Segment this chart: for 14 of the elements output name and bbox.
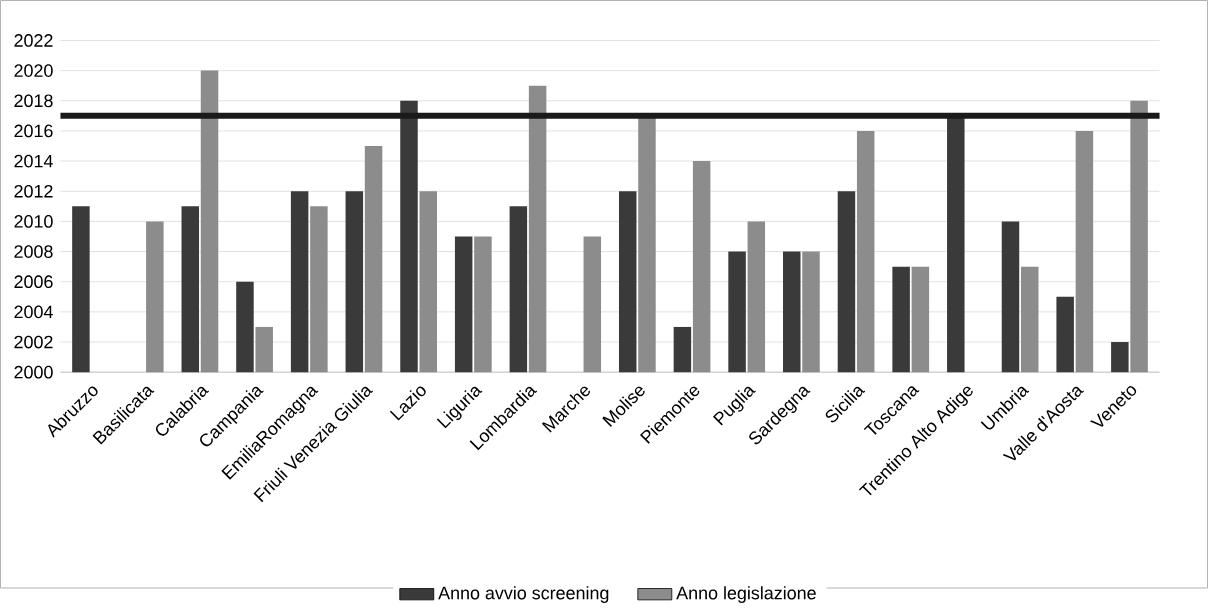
y-tick-label: 2010 [14, 214, 53, 228]
legend-label: Anno avvio screening [438, 586, 609, 603]
legend-label: Anno legislazione [676, 586, 816, 603]
y-tick-label: 2000 [14, 365, 53, 379]
y-tick-label: 2006 [14, 275, 53, 289]
y-tick-label: 2012 [14, 184, 53, 198]
y-tick-label: 2020 [14, 64, 53, 77]
y-tick-label: 2002 [14, 335, 53, 349]
y-tick-label: 2022 [14, 34, 53, 47]
y-tick-label: 2016 [14, 124, 53, 138]
y-tick-label: 2004 [14, 305, 53, 319]
y-tick-label: 2014 [14, 154, 53, 168]
y-tick-label: 2018 [14, 94, 53, 108]
y-tick-label: 2008 [14, 245, 53, 258]
